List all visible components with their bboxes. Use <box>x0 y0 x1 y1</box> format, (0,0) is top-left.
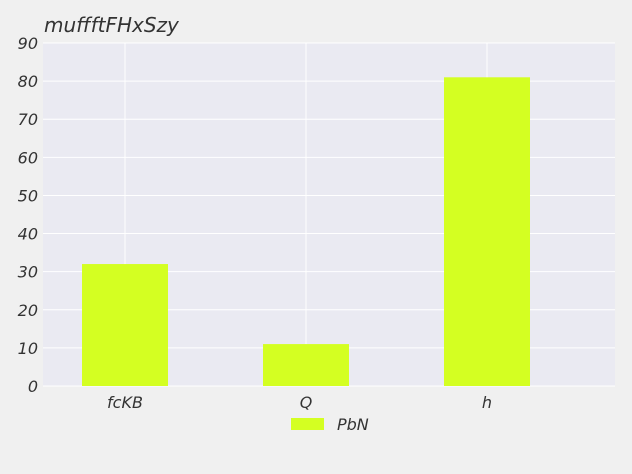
y-tick-label: 30 <box>18 263 38 282</box>
x-tick-label: h <box>482 393 492 412</box>
legend: PbN <box>291 415 369 434</box>
y-tick-label: 40 <box>18 225 38 244</box>
y-axis-ticks: 0 10 20 30 40 50 60 70 80 90 <box>18 34 38 396</box>
bar-fckb <box>82 264 168 386</box>
y-tick-label: 50 <box>18 186 38 205</box>
y-tick-label: 20 <box>18 301 38 320</box>
legend-swatch-pbn <box>291 418 324 430</box>
y-tick-label: 90 <box>18 34 38 53</box>
y-tick-label: 70 <box>18 110 38 129</box>
y-tick-label: 10 <box>18 339 38 358</box>
x-tick-label: fcKB <box>107 393 143 412</box>
y-tick-label: 80 <box>18 72 38 91</box>
y-tick-label: 60 <box>18 148 38 167</box>
chart-title: muffftFHxSzy <box>44 13 180 37</box>
x-tick-label: Q <box>300 393 313 412</box>
y-tick-label: 0 <box>28 377 38 396</box>
bar-h <box>444 77 530 387</box>
bar-q <box>263 344 349 386</box>
bars <box>82 77 530 387</box>
legend-label-pbn: PbN <box>337 415 369 434</box>
